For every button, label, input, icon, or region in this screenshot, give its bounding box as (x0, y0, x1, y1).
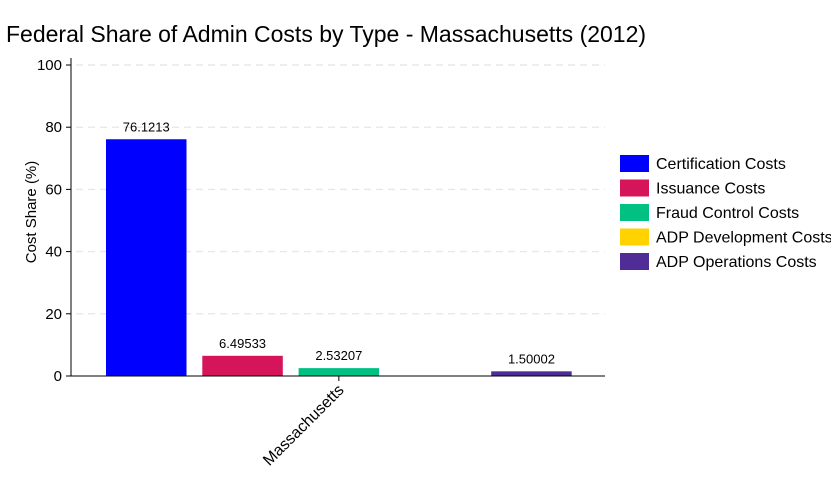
legend-swatch (620, 179, 649, 197)
y-tick-label: 60 (45, 181, 62, 198)
y-tick-label: 80 (45, 119, 62, 136)
legend-swatch (620, 155, 649, 172)
legend-swatch (620, 228, 649, 246)
legend: Certification Costs Issuance Costs Fraud C… (620, 155, 831, 271)
x-tick-label: Massachusetts (260, 382, 347, 469)
data-label: 1.50002 (508, 351, 555, 366)
legend-label: ADP Operations Costs (656, 254, 817, 271)
y-tick-label: 0 (54, 368, 62, 385)
legend-swatch (620, 204, 649, 221)
y-ticks: 0 20 40 60 80 100 (37, 57, 71, 385)
x-ticks: Massachusetts (260, 376, 348, 469)
bar (298, 368, 380, 376)
y-tick-label: 40 (45, 244, 62, 261)
legend-label: ADP Development Costs (656, 230, 831, 247)
legend-label: Fraud Control Costs (656, 205, 799, 222)
y-tick-label: 100 (37, 57, 62, 74)
bar (106, 139, 187, 376)
legend-label: Certification Costs (656, 156, 786, 173)
legend-swatch (620, 253, 649, 270)
data-label: 2.53207 (315, 348, 362, 363)
y-axis-label: Cost Share (%) (23, 161, 40, 264)
data-labels: 76.1213 6.49533 2.53207 1.50002 (123, 119, 555, 366)
y-tick-label: 20 (45, 306, 62, 323)
bars (106, 139, 572, 376)
chart-title: Federal Share of Admin Costs by Type - M… (6, 21, 646, 47)
data-label: 6.49533 (219, 336, 266, 351)
data-label: 76.1213 (123, 119, 170, 134)
bar (202, 355, 283, 376)
legend-label: Issuance Costs (656, 181, 765, 198)
bar (491, 371, 572, 376)
